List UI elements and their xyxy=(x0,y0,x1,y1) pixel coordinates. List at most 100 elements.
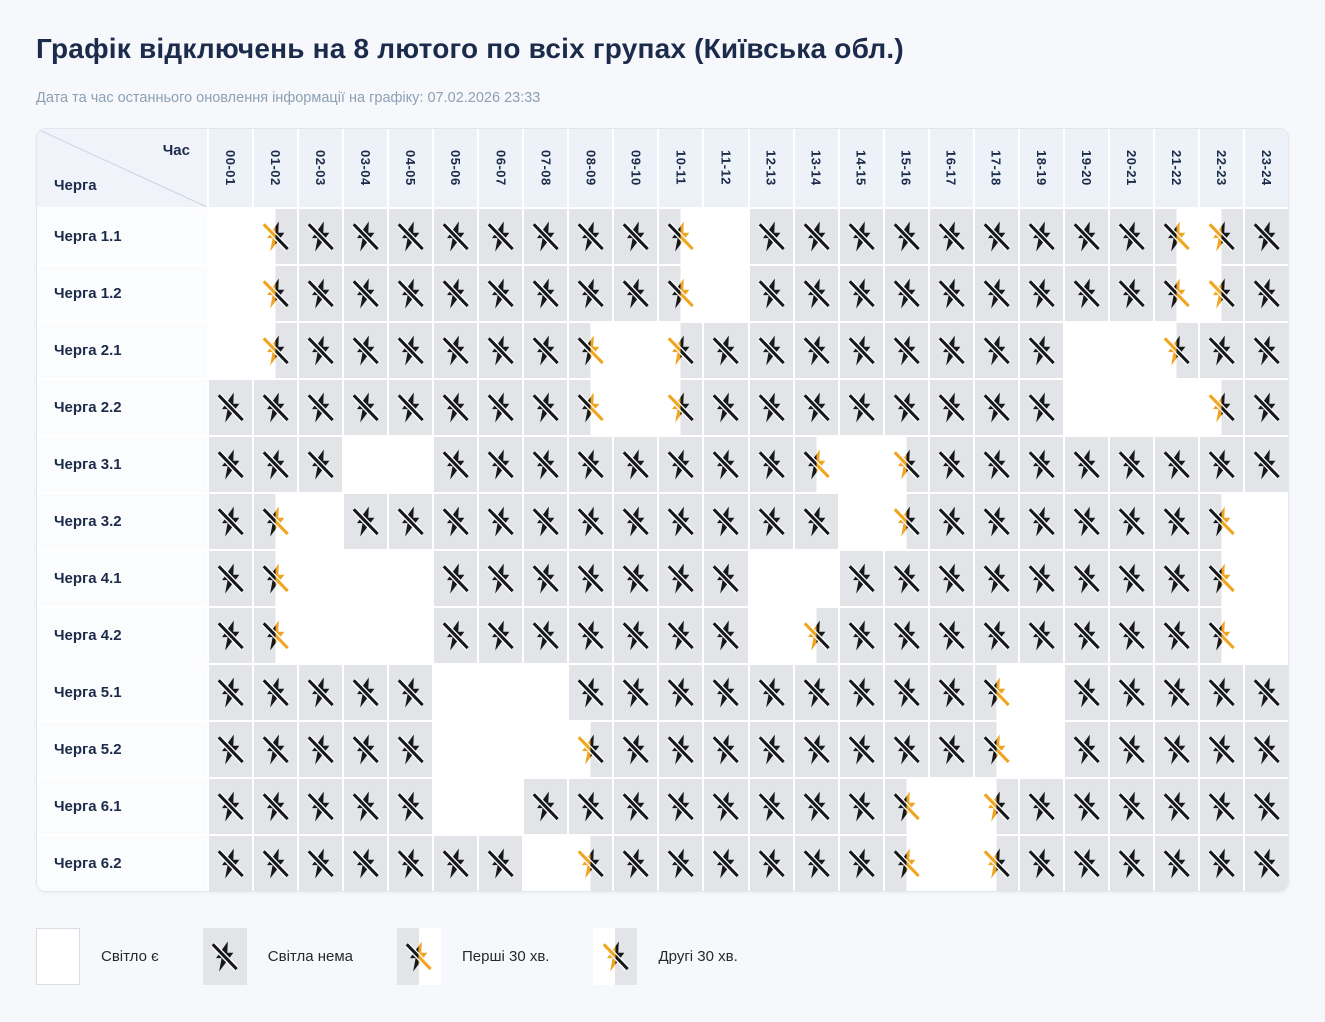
hour-label: 11-12 xyxy=(718,150,734,186)
no-power-icon xyxy=(1207,734,1236,765)
legend-label: Світла нема xyxy=(267,948,353,965)
schedule-cell xyxy=(614,722,658,777)
schedule-cell xyxy=(209,722,253,777)
legend-swatch-first30 xyxy=(396,928,441,985)
schedule-cell xyxy=(524,380,568,435)
no-power-icon xyxy=(892,392,921,423)
schedule-cell xyxy=(794,608,838,663)
schedule-cell xyxy=(974,494,1018,549)
hour-column-header: 19-20 xyxy=(1064,129,1108,207)
no-power-icon xyxy=(802,221,831,252)
schedule-cell xyxy=(1244,722,1288,777)
schedule-cell xyxy=(479,323,523,378)
schedule-cell xyxy=(974,380,1018,435)
legend: Світло є Світла нема Перші 30 хв. Другі 30 … xyxy=(36,928,1325,985)
schedule-cell xyxy=(389,266,433,321)
no-power-icon xyxy=(622,848,651,879)
hour-label: 23-24 xyxy=(1258,150,1274,186)
no-power-icon xyxy=(531,449,561,480)
schedule-cell xyxy=(1064,836,1108,891)
no-power-icon xyxy=(847,392,876,423)
schedule-cell xyxy=(839,665,883,720)
schedule-card: Час Черга 00-01 01-02 02-03 03-04 04-05 05-06… xyxy=(36,128,1289,892)
schedule-cell xyxy=(794,437,838,492)
schedule-cell xyxy=(344,380,388,435)
no-power-icon xyxy=(306,677,335,708)
schedule-cell xyxy=(704,779,748,834)
no-power-icon xyxy=(622,734,651,765)
no-power-icon xyxy=(1252,791,1281,822)
schedule-cell xyxy=(1154,209,1198,264)
no-power-icon xyxy=(216,563,245,594)
schedule-cell xyxy=(389,779,433,834)
no-power-icon xyxy=(847,221,876,252)
schedule-cell xyxy=(839,209,883,264)
schedule-cell xyxy=(1064,779,1108,834)
schedule-cell xyxy=(1019,380,1063,435)
no-power-icon xyxy=(757,677,786,708)
no-power-icon xyxy=(1162,848,1191,879)
no-power-icon xyxy=(441,449,470,480)
no-power-icon xyxy=(847,677,876,708)
schedule-cell xyxy=(479,779,523,834)
schedule-cell xyxy=(254,608,298,663)
schedule-cell xyxy=(479,266,523,321)
schedule-cell xyxy=(254,437,298,492)
schedule-cell xyxy=(704,266,748,321)
schedule-cell xyxy=(659,437,703,492)
schedule-cell xyxy=(794,722,838,777)
schedule-cell xyxy=(884,209,928,264)
no-power-icon xyxy=(216,392,245,423)
no-power-icon xyxy=(1162,791,1191,822)
schedule-cell xyxy=(1244,551,1288,606)
schedule-cell xyxy=(1199,608,1243,663)
schedule-cell xyxy=(254,779,298,834)
schedule-cell xyxy=(1199,551,1243,606)
no-power-icon xyxy=(577,449,606,480)
schedule-cell xyxy=(254,551,298,606)
no-power-icon xyxy=(937,677,966,708)
schedule-cell xyxy=(974,551,1018,606)
no-power-icon xyxy=(216,791,245,822)
queue-row-label: Черга 5.1 xyxy=(37,665,207,720)
schedule-cell xyxy=(479,608,523,663)
first-half-outage-icon xyxy=(1207,620,1236,651)
schedule-cell xyxy=(434,437,478,492)
schedule-cell xyxy=(659,209,703,264)
schedule-cell xyxy=(1109,722,1153,777)
no-power-icon xyxy=(667,620,696,651)
schedule-cell xyxy=(1244,323,1288,378)
no-power-icon xyxy=(1252,734,1281,765)
schedule-cell xyxy=(569,608,613,663)
schedule-cell xyxy=(299,380,343,435)
schedule-cell xyxy=(974,266,1018,321)
schedule-cell xyxy=(1109,380,1153,435)
second-half-outage-icon xyxy=(982,848,1011,879)
last-updated-text: Дата та час останнього оновлення інформа… xyxy=(36,90,541,106)
legend-swatch-second30 xyxy=(593,928,638,985)
no-power-icon xyxy=(261,734,290,765)
schedule-cell xyxy=(434,779,478,834)
hour-column-header: 22-23 xyxy=(1199,129,1243,207)
schedule-cell xyxy=(254,209,298,264)
no-power-icon xyxy=(1117,734,1146,765)
schedule-cell xyxy=(1244,836,1288,891)
hour-column-header: 10-11 xyxy=(659,129,703,207)
schedule-cell xyxy=(524,608,568,663)
no-power-icon xyxy=(396,677,425,708)
schedule-cell xyxy=(1244,494,1288,549)
schedule-cell xyxy=(839,494,883,549)
schedule-cell xyxy=(839,779,883,834)
schedule-cell xyxy=(974,608,1018,663)
schedule-cell xyxy=(254,494,298,549)
schedule-cell xyxy=(479,551,523,606)
no-power-icon xyxy=(937,278,966,309)
hour-label: 17-18 xyxy=(988,150,1004,186)
hour-column-header: 05-06 xyxy=(434,129,478,207)
schedule-cell xyxy=(614,380,658,435)
no-power-icon xyxy=(306,734,335,765)
no-power-icon xyxy=(1072,278,1101,309)
schedule-cell xyxy=(749,380,793,435)
no-power-icon xyxy=(1072,449,1101,480)
no-power-icon xyxy=(712,791,741,822)
